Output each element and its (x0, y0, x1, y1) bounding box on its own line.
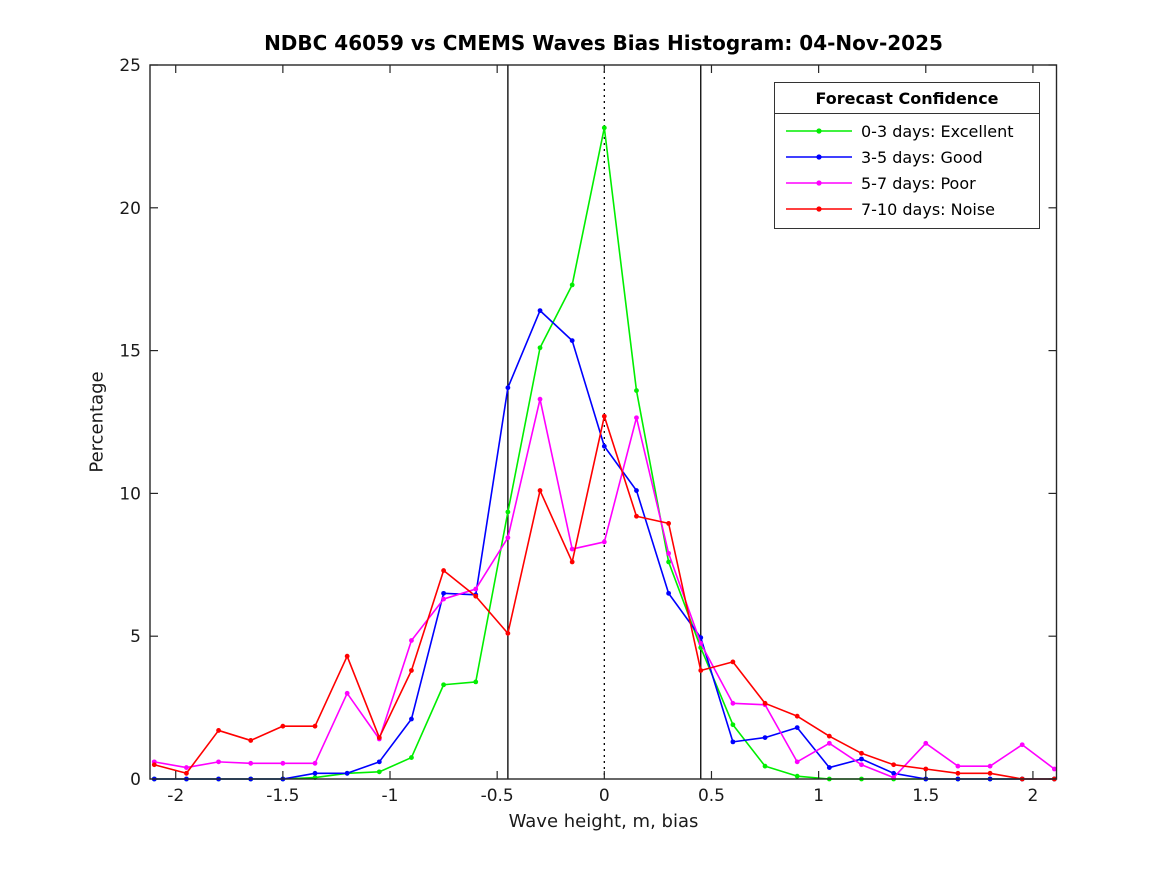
svg-text:5: 5 (130, 627, 141, 647)
x-axis-label: Wave height, m, bias (508, 811, 699, 832)
legend-entry-7-10-days: 7-10 days: Noise (775, 196, 1039, 222)
y-axis-label: Percentage (86, 371, 108, 473)
svg-text:-0.5: -0.5 (481, 786, 514, 806)
legend-title: Forecast Confidence (775, 83, 1039, 114)
svg-text:10: 10 (119, 484, 141, 504)
legend-entry-5-7-days: 5-7 days: Poor (775, 170, 1039, 196)
svg-text:-1.5: -1.5 (266, 786, 299, 806)
svg-text:25: 25 (119, 56, 141, 76)
svg-text:0: 0 (599, 786, 610, 806)
legend-line-sample-magenta (786, 180, 852, 186)
legend-entries: 0-3 days: Excellent 3-5 days: Good 5-7 d… (775, 114, 1039, 228)
legend-entry-0-3-days: 0-3 days: Excellent (775, 118, 1039, 144)
legend-line-sample-red (786, 206, 852, 212)
svg-text:-1: -1 (382, 786, 399, 806)
svg-text:1.5: 1.5 (912, 786, 939, 806)
legend-label: 3-5 days: Good (861, 147, 983, 167)
legend-entry-3-5-days: 3-5 days: Good (775, 144, 1039, 170)
legend: Forecast Confidence 0-3 days: Excellent … (774, 82, 1040, 229)
legend-line-sample-green (786, 128, 852, 134)
svg-text:-2: -2 (167, 786, 184, 806)
legend-line-sample-blue (786, 154, 852, 160)
svg-text:1: 1 (813, 786, 824, 806)
chart-title: NDBC 46059 vs CMEMS Waves Bias Histogram… (264, 31, 943, 55)
svg-text:2: 2 (1028, 786, 1039, 806)
legend-label: 7-10 days: Noise (861, 199, 996, 219)
svg-text:20: 20 (119, 199, 141, 219)
svg-text:0: 0 (130, 770, 141, 790)
svg-text:15: 15 (119, 342, 141, 362)
svg-text:0.5: 0.5 (698, 786, 725, 806)
legend-label: 5-7 days: Poor (861, 173, 976, 193)
legend-label: 0-3 days: Excellent (861, 121, 1014, 141)
